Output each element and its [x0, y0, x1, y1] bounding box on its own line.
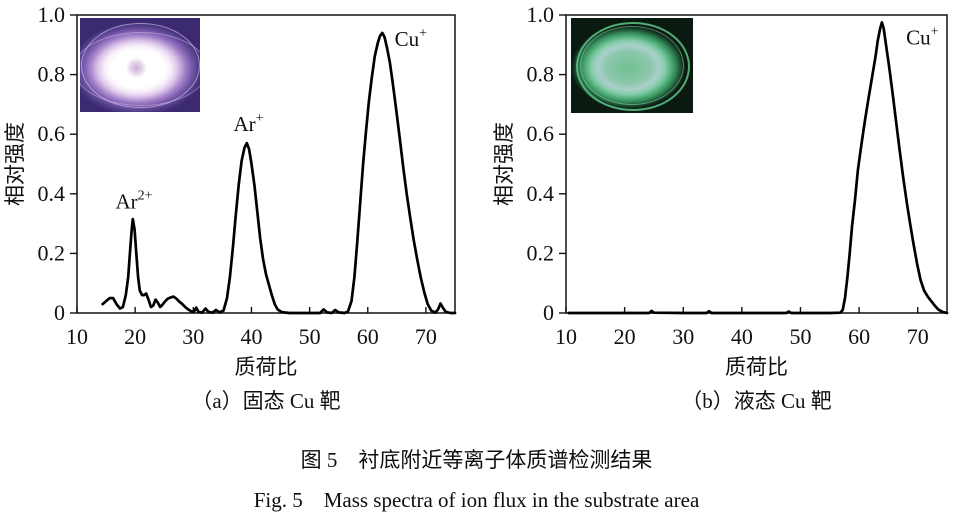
y-tick-label: 1.0: [38, 2, 66, 27]
plasma-glow-ring: [81, 22, 200, 109]
x-tick-label: 20: [124, 324, 146, 349]
plasma-glow-ring: [575, 21, 690, 112]
x-tick-label: 30: [182, 324, 204, 349]
y-tick-label: 0.4: [38, 181, 66, 206]
x-tick-label: 60: [357, 324, 379, 349]
y-axis-label: 相对强度: [492, 122, 516, 206]
panel-caption-b: （b）液态 Cu 靶: [681, 389, 832, 413]
x-tick-label: 40: [240, 324, 262, 349]
y-tick-label: 0: [54, 300, 65, 325]
x-tick-label: 70: [907, 324, 929, 349]
peak-label-ar2+: Ar2+: [115, 188, 152, 213]
x-tick-label: 10: [66, 324, 88, 349]
y-tick-label: 0.6: [38, 121, 66, 146]
plot-frame: [76, 14, 456, 314]
plasma-photo-solid-cu-target: [80, 18, 200, 112]
x-tick-label: 30: [672, 324, 694, 349]
y-tick-label: 0: [543, 300, 554, 325]
figure-caption-english: Fig. 5 Mass spectra of ion flux in the s…: [253, 488, 700, 512]
x-tick-label: 50: [789, 324, 811, 349]
y-tick-label: 0.8: [38, 62, 66, 87]
panel-caption-a: （a）固态 Cu 靶: [191, 389, 340, 413]
y-tick-label: 0.2: [527, 240, 555, 265]
y-tick-label: 0.4: [527, 181, 555, 206]
spectrum-trace-a: [101, 31, 457, 315]
x-tick-label: 10: [555, 324, 577, 349]
y-tick-label: 0.8: [527, 62, 555, 87]
peak-label-cu+: Cu+: [395, 26, 428, 51]
x-tick-label: 40: [731, 324, 753, 349]
x-tick-label: 60: [848, 324, 870, 349]
peak-label-ar+: Ar+: [234, 111, 264, 136]
x-tick-label: 70: [415, 324, 437, 349]
chart-panel-a: 10 20 30 40 50 60 70 0 0.2 0.4 0.6 0.8 1.0 Ar2+ Ar+ Cu+…: [3, 2, 457, 413]
plasma-glow-ring: [579, 25, 684, 106]
mass-spectra-charts: 10 20 30 40 50 60 70 0 0.2 0.4 0.6 0.8 1.0 Ar2+ Ar+ Cu+…: [3, 2, 949, 413]
x-axis-label: 质荷比: [725, 355, 788, 379]
peak-label-cu+: Cu+: [906, 24, 939, 49]
figure-caption-chinese: 图 5 衬底附近等离子体质谱检测结果: [300, 448, 653, 472]
x-tick-label: 50: [299, 324, 321, 349]
chart-panel-b: 10 20 30 40 50 60 70 0 0.2 0.4 0.6 0.8 1.0 Cu+ 质荷比 相对强度…: [492, 2, 949, 413]
plasma-photo-liquid-cu-target: [571, 18, 693, 113]
y-tick-label: 0.2: [38, 240, 66, 265]
x-tick-label: 20: [614, 324, 636, 349]
spectrum-trace-b: [567, 21, 949, 315]
y-tick-label: 1.0: [527, 2, 555, 27]
plasma-glow-ring: [80, 32, 200, 106]
x-axis-label: 质荷比: [235, 355, 298, 379]
y-axis-label: 相对强度: [3, 122, 27, 206]
y-tick-label: 0.6: [527, 121, 555, 146]
